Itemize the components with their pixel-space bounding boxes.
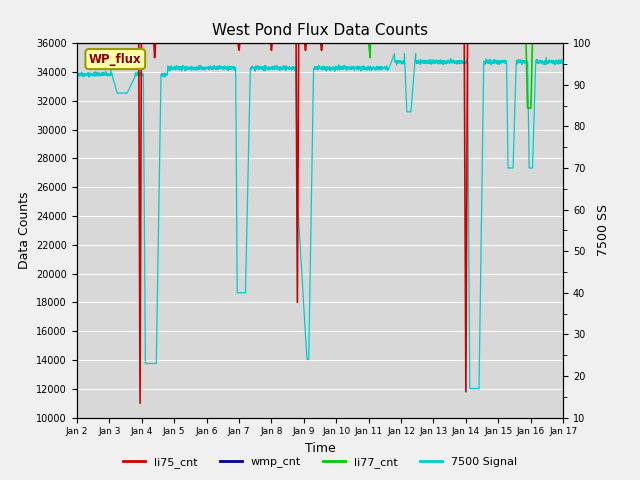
Y-axis label: Data Counts: Data Counts [18,192,31,269]
Text: WP_flux: WP_flux [89,53,141,66]
Title: West Pond Flux Data Counts: West Pond Flux Data Counts [212,23,428,38]
X-axis label: Time: Time [305,442,335,455]
Legend: li75_cnt, wmp_cnt, li77_cnt, 7500 Signal: li75_cnt, wmp_cnt, li77_cnt, 7500 Signal [118,452,522,472]
Y-axis label: 7500 SS: 7500 SS [597,204,610,256]
